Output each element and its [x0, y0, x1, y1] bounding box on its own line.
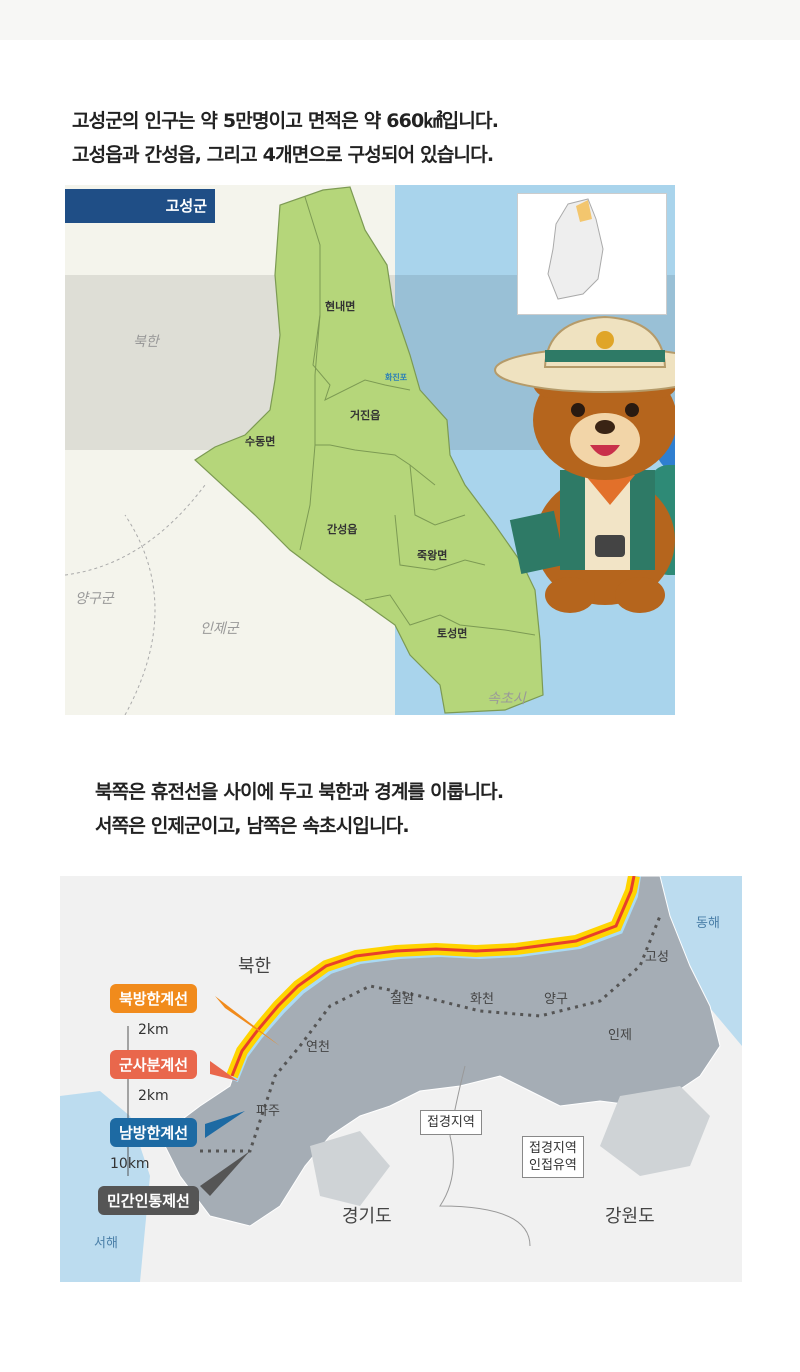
distance-label: 2km — [138, 1088, 169, 1104]
north-korea-label: 북한 — [238, 956, 272, 977]
place-label: 인제 — [608, 1028, 632, 1043]
neighbor-label: 북한 — [133, 334, 159, 350]
map-title-badge: 고성군 — [65, 189, 215, 223]
neighbor-label: 인제군 — [200, 621, 239, 637]
sea-label: 동해 — [696, 916, 720, 931]
caption-line: 고성읍과 간성읍, 그리고 4개면으로 구성되어 있습니다. — [72, 144, 494, 166]
region-label: 간성읍 — [327, 523, 358, 536]
province-label: 경기도 — [342, 1206, 392, 1227]
place-label: 철원 — [390, 992, 414, 1007]
distance-label: 2km — [138, 1022, 169, 1038]
line-label-nll: 북방한계선 — [110, 984, 198, 1013]
province-label: 강원도 — [605, 1206, 655, 1227]
box-line: 인접유역 — [529, 1158, 577, 1173]
lake-label: 화진포 — [385, 373, 408, 382]
border-area-box: 접경지역 — [420, 1110, 482, 1135]
distance-label: 10km — [110, 1156, 150, 1172]
place-label: 연천 — [306, 1040, 330, 1055]
neighbor-label: 속초시 — [487, 691, 526, 707]
sea-label: 서해 — [94, 1236, 118, 1251]
region-label: 수동면 — [245, 435, 276, 448]
line-label-sll: 남방한계선 — [110, 1118, 198, 1147]
place-label: 화천 — [470, 992, 494, 1007]
adjacent-area-box: 접경지역 인접유역 — [522, 1136, 584, 1178]
top-band — [0, 0, 800, 40]
caption-line: 고성군의 인구는 약 5만명이고 면적은 약 660㎢입니다. — [72, 110, 499, 132]
bear-mascot-illustration — [494, 315, 675, 613]
place-label: 고성 — [645, 950, 669, 965]
line-label-ccl: 민간인통제선 — [98, 1186, 199, 1215]
region-label: 거진읍 — [350, 409, 381, 422]
place-label: 양구 — [544, 992, 568, 1007]
region-label: 죽왕면 — [417, 549, 448, 562]
line-label-mdl: 군사분계선 — [110, 1050, 198, 1079]
region-label: 토성면 — [437, 627, 468, 640]
place-label: 파주 — [256, 1104, 280, 1119]
goseong-map: 고성군 현내면 거진읍 수동면 간성읍 죽왕면 토성면 화진포 북한 양구군 인… — [65, 185, 675, 715]
neighbor-label: 양구군 — [75, 591, 114, 607]
region-label: 현내면 — [325, 300, 356, 313]
caption-line: 북쪽은 휴전선을 사이에 두고 북한과 경계를 이룹니다. — [95, 781, 504, 803]
dmz-map: 북한 동해 서해 북방한계선 군사분계선 남방한계선 민간인통제선 2km 2k… — [60, 876, 742, 1282]
korea-inset-map — [517, 193, 667, 315]
caption-line: 서쪽은 인제군이고, 남쪽은 속초시입니다. — [95, 815, 410, 837]
box-line: 접경지역 — [529, 1141, 577, 1156]
